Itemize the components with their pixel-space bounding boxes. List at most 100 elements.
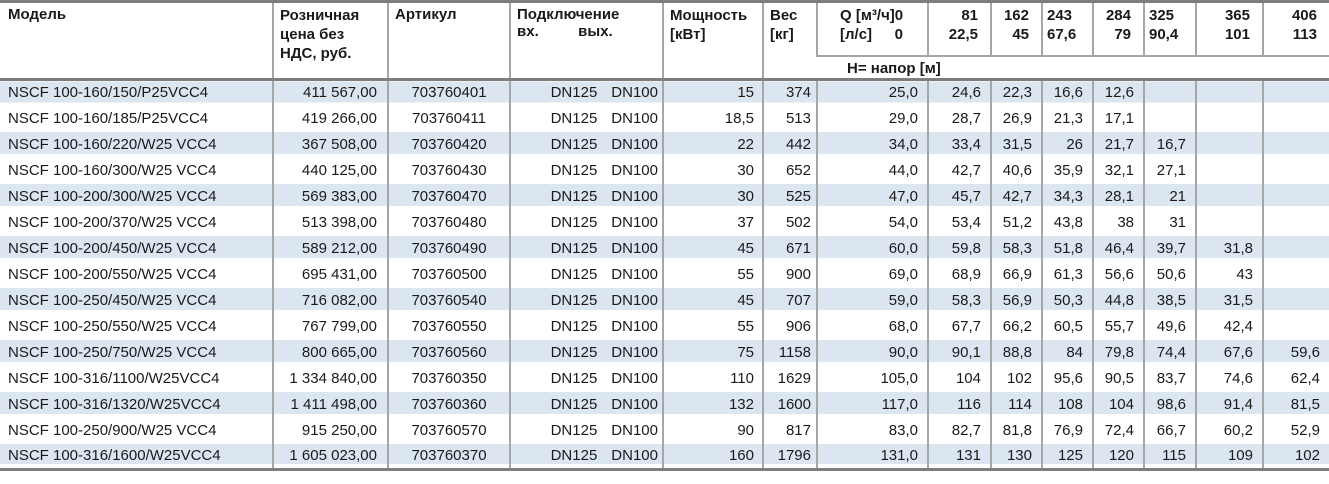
cell-h-7: 59,6 [1262, 339, 1329, 366]
q-flow-zero-header: Q [м³/ч] 0 [л/с] 0 [816, 1, 928, 57]
cell-h-3: 61,3 [1041, 261, 1093, 288]
cell-model: NSCF 100-250/450/W25 VCC4 [0, 287, 273, 314]
cell-article: 703760350 [387, 365, 510, 392]
cell-h-3: 21,3 [1041, 105, 1093, 132]
cell-h-7 [1262, 235, 1329, 262]
cell-connection: DN125 DN100 [509, 339, 663, 366]
cell-h-5: 27,1 [1143, 157, 1196, 184]
connection-outlet-value: DN100 [611, 84, 658, 102]
connection-outlet-value: DN100 [611, 395, 658, 413]
cell-h-4: 79,8 [1092, 339, 1144, 366]
cell-connection: DN125 DN100 [509, 183, 663, 210]
cell-h-0: 25,0 [816, 79, 928, 106]
connection-outlet-value: DN100 [611, 291, 658, 309]
cell-h-5: 38,5 [1143, 287, 1196, 314]
cell-h-0: 44,0 [816, 157, 928, 184]
cell-article: 703760550 [387, 313, 510, 340]
table-row: NSCF 100-316/1600/W25VCC4 1 605 023,00 703… [0, 443, 1329, 470]
connection-outlet-value: DN100 [611, 343, 658, 361]
cell-h-5: 21 [1143, 183, 1196, 210]
connection-inlet-value: DN125 [550, 265, 598, 283]
cell-h-7 [1262, 261, 1329, 288]
table-row: NSCF 100-250/750/W25 VCC4 800 665,00 70376… [0, 339, 1329, 366]
cell-h-0: 105,0 [816, 365, 928, 392]
cell-model: NSCF 100-200/370/W25 VCC4 [8, 213, 217, 231]
cell-weight: 817 [762, 417, 817, 444]
cell-connection: DN125 DN100 [509, 417, 663, 444]
column-header-price: Розничная цена без НДС, руб. [272, 1, 388, 80]
cell-h-3: 43,8 [1041, 209, 1093, 236]
cell-h-7: 62,4 [1262, 365, 1329, 392]
cell-power: 22 [662, 131, 763, 158]
cell-model: NSCF 100-200/300/W25 VCC4 [0, 183, 273, 210]
cell-weight: 900 [762, 261, 817, 288]
cell-connection: DN125 DN100 [509, 313, 663, 340]
cell-connection: DN125 DN100 [509, 443, 663, 470]
cell-connection: DN125 DN100 [509, 261, 663, 288]
cell-article: 703760560 [387, 339, 510, 366]
connection-inlet-value: DN125 [550, 187, 598, 205]
cell-h-1: 90,1 [927, 339, 991, 366]
column-header-connection: Подключение вх. вых. [509, 1, 663, 80]
column-header-model: Модель [8, 6, 67, 23]
q-flow-label: Q [м³/ч] [840, 7, 895, 24]
table-row: NSCF 100-316/1100/W25VCC4 1 334 840,00 703… [0, 365, 1329, 392]
cell-h-6: 109 [1195, 443, 1263, 470]
connection-inlet-value: DN125 [550, 395, 598, 413]
cell-weight: 1629 [762, 365, 817, 392]
cell-h-0: 68,0 [816, 313, 928, 340]
cell-model: NSCF 100-250/550/W25 VCC4 [8, 317, 217, 335]
cell-article: 703760470 [387, 183, 510, 210]
cell-h-2: 22,3 [990, 79, 1042, 106]
cell-h-2: 40,6 [990, 157, 1042, 184]
cell-h-6: 42,4 [1195, 313, 1263, 340]
cell-connection: DN125 DN100 [509, 209, 663, 236]
cell-h-7 [1262, 131, 1329, 158]
table-row: NSCF 100-250/450/W25 VCC4 716 082,00 70376… [0, 287, 1329, 314]
connection-inlet-value: DN125 [550, 421, 598, 439]
cell-h-0: 90,0 [816, 339, 928, 366]
connection-outlet-value: DN100 [611, 369, 658, 387]
table-header: Модель Розничная цена без НДС, руб. Арти… [0, 1, 1329, 80]
cell-h-2: 102 [990, 365, 1042, 392]
cell-model: NSCF 100-250/900/W25 VCC4 [8, 421, 217, 439]
cell-power: 75 [662, 339, 763, 366]
cell-price: 915 250,00 [272, 417, 388, 444]
cell-h-1: 116 [927, 391, 991, 418]
cell-h-3: 76,9 [1041, 417, 1093, 444]
cell-h-5: 39,7 [1143, 235, 1196, 262]
cell-h-5: 16,7 [1143, 131, 1196, 158]
cell-connection: DN125 DN100 [509, 105, 663, 132]
cell-h-0: 54,0 [816, 209, 928, 236]
cell-h-1: 58,3 [927, 287, 991, 314]
cell-price: 367 508,00 [272, 131, 388, 158]
cell-h-2: 56,9 [990, 287, 1042, 314]
q-flow-header-162: 162 45 [990, 1, 1042, 57]
connection-outlet-value: DN100 [611, 421, 658, 439]
cell-h-6: 91,4 [1195, 391, 1263, 418]
connection-outlet-value: DN100 [611, 109, 658, 127]
cell-h-6: 67,6 [1195, 339, 1263, 366]
cell-h-4: 72,4 [1092, 417, 1144, 444]
cell-h-1: 53,4 [927, 209, 991, 236]
cell-model: NSCF 100-160/220/W25 VCC4 [0, 131, 273, 158]
cell-h-3: 16,6 [1041, 79, 1093, 106]
cell-h-4: 21,7 [1092, 131, 1144, 158]
cell-h-4: 90,5 [1092, 365, 1144, 392]
cell-power: 90 [662, 417, 763, 444]
cell-h-5: 49,6 [1143, 313, 1196, 340]
cell-h-5: 66,7 [1143, 417, 1196, 444]
cell-h-1: 131 [927, 443, 991, 470]
cell-h-5: 31 [1143, 209, 1196, 236]
connection-outlet-value: DN100 [611, 239, 658, 257]
cell-h-3: 95,6 [1041, 365, 1093, 392]
cell-h-0: 59,0 [816, 287, 928, 314]
cell-price: 411 567,00 [272, 79, 388, 106]
cell-h-4: 44,8 [1092, 287, 1144, 314]
connection-inlet-value: DN125 [550, 343, 598, 361]
cell-weight: 906 [762, 313, 817, 340]
cell-h-0: 29,0 [816, 105, 928, 132]
cell-article: 703760411 [387, 105, 510, 132]
cell-connection: DN125 DN100 [509, 157, 663, 184]
